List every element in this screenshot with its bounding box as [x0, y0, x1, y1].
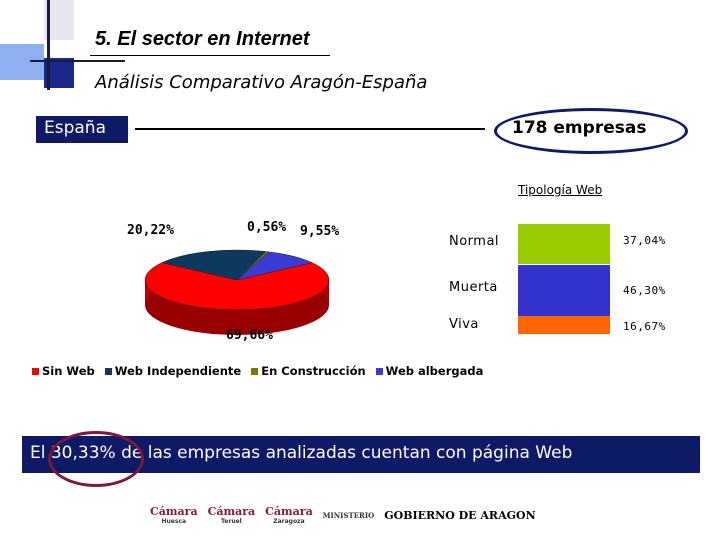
- logo-camara-huesca: Cámara Huesca: [150, 505, 198, 525]
- count-oval: [494, 108, 688, 154]
- bar-value-muerta: 46,30%: [623, 284, 666, 297]
- pie-slice-sin-web: [144, 262, 330, 311]
- legend-swatch: [32, 367, 39, 375]
- legend-item-web-independiente: Web Independiente: [104, 364, 242, 378]
- decor-square-2: [0, 44, 44, 80]
- legend-label: Web albergada: [385, 364, 484, 378]
- bar-label-muerta: Muerta: [449, 280, 498, 295]
- decor-square-1: [0, 0, 44, 44]
- legend-label: Web Independiente: [114, 364, 242, 378]
- company-count: 178 empresas: [512, 118, 647, 138]
- bar-viva: [518, 316, 610, 334]
- logo-sub: Huesca: [161, 518, 187, 525]
- bar-muerta: [518, 265, 610, 316]
- page-title: 5. El sector en Internet: [95, 28, 310, 50]
- logo-camara-zaragoza: Cámara Zaragoza: [265, 505, 313, 525]
- logo-text: GOBIERNO DE ARAGON: [384, 508, 536, 522]
- pie-legend: Sin Web Web Independiente En Construcció…: [32, 364, 483, 378]
- pie-label-web-independiente: 20,22%: [127, 223, 174, 238]
- bar-normal: [518, 224, 610, 264]
- pie-label-web-albergada: 9,55%: [300, 224, 340, 239]
- decor-vertical-line: [47, 0, 50, 90]
- bar-label-normal: Normal: [449, 234, 500, 249]
- logo-text: Cámara: [207, 505, 256, 518]
- pie-slice-web-albergada: [236, 251, 313, 281]
- legend-swatch: [104, 367, 112, 375]
- legend-item-web-albergada: Web albergada: [375, 364, 484, 378]
- region-label: España: [36, 116, 128, 143]
- bar-value-normal: 37,04%: [623, 234, 666, 247]
- pie-chart: [144, 249, 330, 335]
- legend-label: En Construcción: [261, 364, 366, 378]
- title-underline: [90, 55, 330, 56]
- logo-sub: Zaragoza: [273, 518, 305, 525]
- logo-sub: Teruel: [221, 518, 242, 525]
- footer-logos: Cámara Huesca Cámara Teruel Cámara Zaragoza…: [150, 505, 536, 525]
- highlight-circle: [48, 431, 144, 487]
- logo-gobierno-aragon: GOBIERNO DE ARAGON: [384, 509, 535, 522]
- logo-text: MINISTERIO: [322, 510, 375, 520]
- pie-slice-web-independiente: [161, 249, 267, 281]
- bar-label-viva: Viva: [449, 317, 479, 332]
- bar-chart-title: Tipología Web: [518, 183, 603, 197]
- bar-value-viva: 16,67%: [623, 320, 666, 333]
- pie-label-sin-web: 69,66%: [226, 328, 273, 343]
- legend-item-sin-web: Sin Web: [32, 364, 95, 378]
- logo-text: Cámara: [265, 505, 313, 518]
- page-subtitle: Análisis Comparativo Aragón-España: [95, 72, 428, 93]
- pie-label-en-construccion: 0,56%: [247, 220, 287, 235]
- divider-line: [135, 128, 485, 130]
- legend-label: Sin Web: [42, 364, 95, 378]
- decor-horizontal-line: [30, 60, 125, 62]
- logo-text: Cámara: [150, 505, 198, 518]
- legend-item-en-construccion: En Construcción: [251, 364, 366, 378]
- legend-swatch: [375, 367, 383, 375]
- logo-camara-teruel: Cámara Teruel: [208, 505, 256, 525]
- logo-ministerio: MINISTERIO: [323, 511, 375, 520]
- legend-swatch: [251, 367, 259, 375]
